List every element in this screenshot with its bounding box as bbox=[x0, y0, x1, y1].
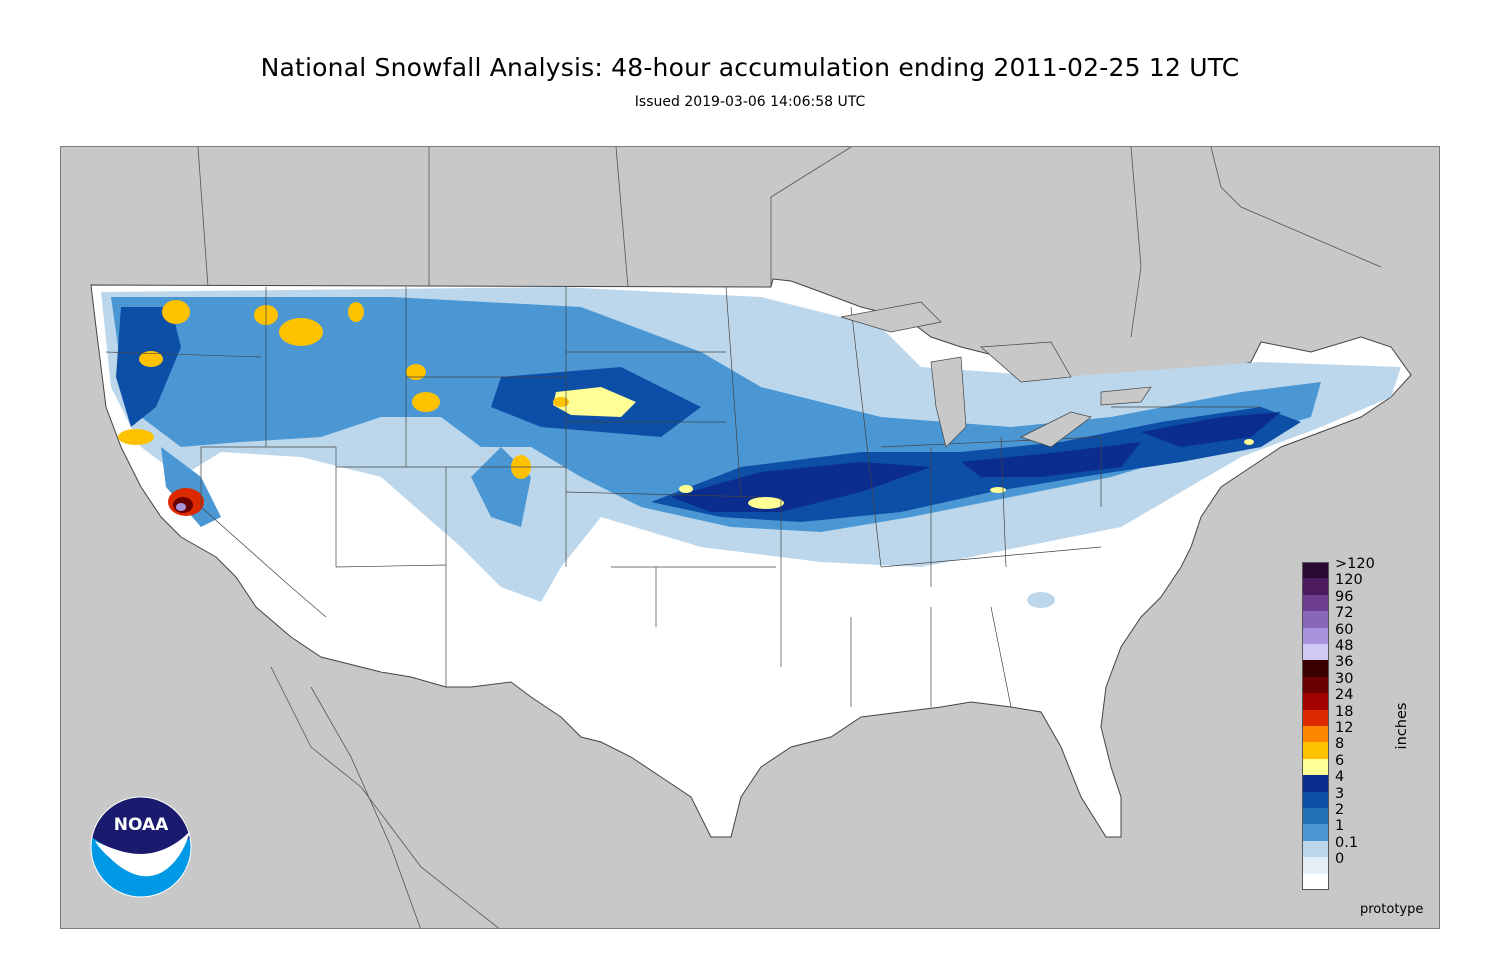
mexico-coast bbox=[270, 666, 500, 928]
legend-label: 120 bbox=[1335, 572, 1363, 589]
legend-label: 12 bbox=[1335, 720, 1354, 736]
snowfall-6in-patches bbox=[553, 387, 1254, 509]
legend-label: 0 bbox=[1335, 851, 1345, 868]
legend-label: 6 bbox=[1335, 752, 1345, 769]
legend-swatch bbox=[1302, 562, 1329, 579]
legend-unit-label: inches bbox=[1394, 702, 1410, 750]
snowfall-map[interactable] bbox=[60, 146, 1440, 929]
legend-swatch bbox=[1302, 644, 1329, 661]
legend-label: 24 bbox=[1335, 687, 1354, 704]
legend-label: 18 bbox=[1335, 703, 1354, 720]
legend-label: 0.1 bbox=[1335, 834, 1359, 851]
noaa-logo: NOAA bbox=[90, 796, 192, 898]
legend-swatch bbox=[1302, 873, 1329, 890]
legend-label: >120 bbox=[1335, 556, 1375, 572]
legend-swatch bbox=[1302, 676, 1329, 694]
legend-label: 96 bbox=[1335, 588, 1354, 605]
great-lakes bbox=[840, 301, 1152, 448]
legend-swatch bbox=[1302, 840, 1329, 858]
legend-swatch bbox=[1302, 594, 1329, 612]
legend-swatch bbox=[1302, 824, 1329, 841]
legend-label: 72 bbox=[1335, 605, 1354, 622]
legend-swatch bbox=[1302, 726, 1329, 743]
legend-swatch bbox=[1302, 611, 1329, 628]
prototype-note: prototype bbox=[1360, 902, 1424, 917]
legend-swatch bbox=[1302, 693, 1329, 710]
legend-label: 2 bbox=[1335, 802, 1345, 818]
legend-swatch bbox=[1302, 758, 1329, 776]
legend-swatch bbox=[1302, 791, 1329, 808]
legend-label: 30 bbox=[1335, 670, 1354, 687]
legend-swatch bbox=[1302, 578, 1329, 595]
state-boundaries bbox=[105, 286, 1261, 708]
legend-label: 1 bbox=[1335, 818, 1345, 835]
legend-swatch bbox=[1302, 857, 1329, 874]
legend-label: 8 bbox=[1335, 736, 1345, 753]
legend-label: 4 bbox=[1335, 769, 1345, 786]
legend-swatch bbox=[1302, 627, 1329, 644]
page-title: National Snowfall Analysis: 48-hour accu… bbox=[260, 53, 1240, 82]
snowfall-8in-patches bbox=[118, 300, 569, 479]
legend-swatch bbox=[1302, 660, 1329, 677]
canada-boundaries bbox=[197, 147, 1382, 338]
legend-label: 48 bbox=[1335, 638, 1354, 654]
snowfall-4in-band bbox=[671, 412, 1281, 512]
legend-swatch bbox=[1302, 808, 1329, 825]
legend-swatch bbox=[1302, 709, 1329, 726]
issued-timestamp: Issued 2019-03-06 14:06:58 UTC bbox=[634, 94, 866, 110]
legend-label: 3 bbox=[1335, 785, 1345, 802]
legend-label: 60 bbox=[1335, 621, 1354, 638]
legend-swatch bbox=[1302, 775, 1329, 792]
legend-swatch bbox=[1302, 742, 1329, 759]
legend-label: 36 bbox=[1335, 654, 1354, 671]
snowfall-sierra-hotspot bbox=[168, 488, 204, 516]
map-canvas bbox=[90, 147, 1412, 928]
noaa-logo-text: NOAA bbox=[114, 815, 169, 835]
